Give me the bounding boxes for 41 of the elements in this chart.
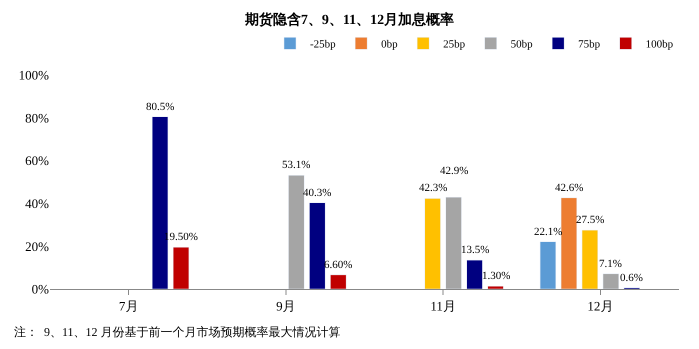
data-label: 13.5% — [461, 244, 490, 256]
legend-label: 75bp — [578, 38, 601, 51]
data-label: 0.6% — [620, 272, 643, 284]
text: 注： 9、11、12 月份基于前一个月市场预期概率最大情况计算 — [14, 325, 341, 339]
bar — [602, 274, 619, 289]
legend-label: -25bp — [310, 38, 336, 51]
data-label: 53.1% — [282, 159, 310, 171]
bar — [288, 175, 304, 289]
y-tick-label: 40% — [25, 196, 50, 211]
y-tick-label: 100% — [18, 68, 50, 83]
bar — [172, 247, 190, 289]
bar — [446, 196, 462, 289]
legend-label: 50bp — [510, 38, 534, 51]
bar — [540, 241, 556, 289]
x-tick-label: 9月 — [276, 298, 296, 314]
chart-title: 期货隐含7、9、11、12月加息概率 — [244, 10, 454, 28]
bar — [330, 274, 346, 289]
bar — [466, 260, 483, 289]
y-tick-label: 20% — [25, 238, 50, 254]
bar — [582, 230, 598, 289]
bar — [309, 202, 326, 289]
y-tick-label: 80% — [25, 110, 50, 126]
x-tick-label: 12月 — [587, 298, 614, 314]
bar — [487, 286, 504, 289]
x-tick-label: 7月 — [118, 298, 138, 314]
data-label: 1.30% — [482, 270, 510, 282]
data-label: 42.3% — [419, 182, 448, 194]
legend-label: 100bp — [646, 38, 674, 51]
data-label: 40.3% — [303, 187, 332, 199]
y-tick-label: 60% — [25, 153, 50, 168]
data-label: 80.5% — [146, 101, 174, 113]
bar — [560, 198, 578, 289]
data-label: 42.9% — [440, 165, 468, 177]
data-label: 27.5% — [576, 214, 604, 226]
data-label: 42.6% — [555, 182, 584, 194]
bar — [424, 198, 441, 289]
x-tick-label: 11月 — [430, 298, 456, 314]
y-tick-label: 0% — [32, 282, 50, 297]
data-label: 7.1% — [599, 258, 622, 270]
legend-label: 25bp — [443, 38, 466, 51]
legend-label: 0bp — [381, 38, 398, 51]
